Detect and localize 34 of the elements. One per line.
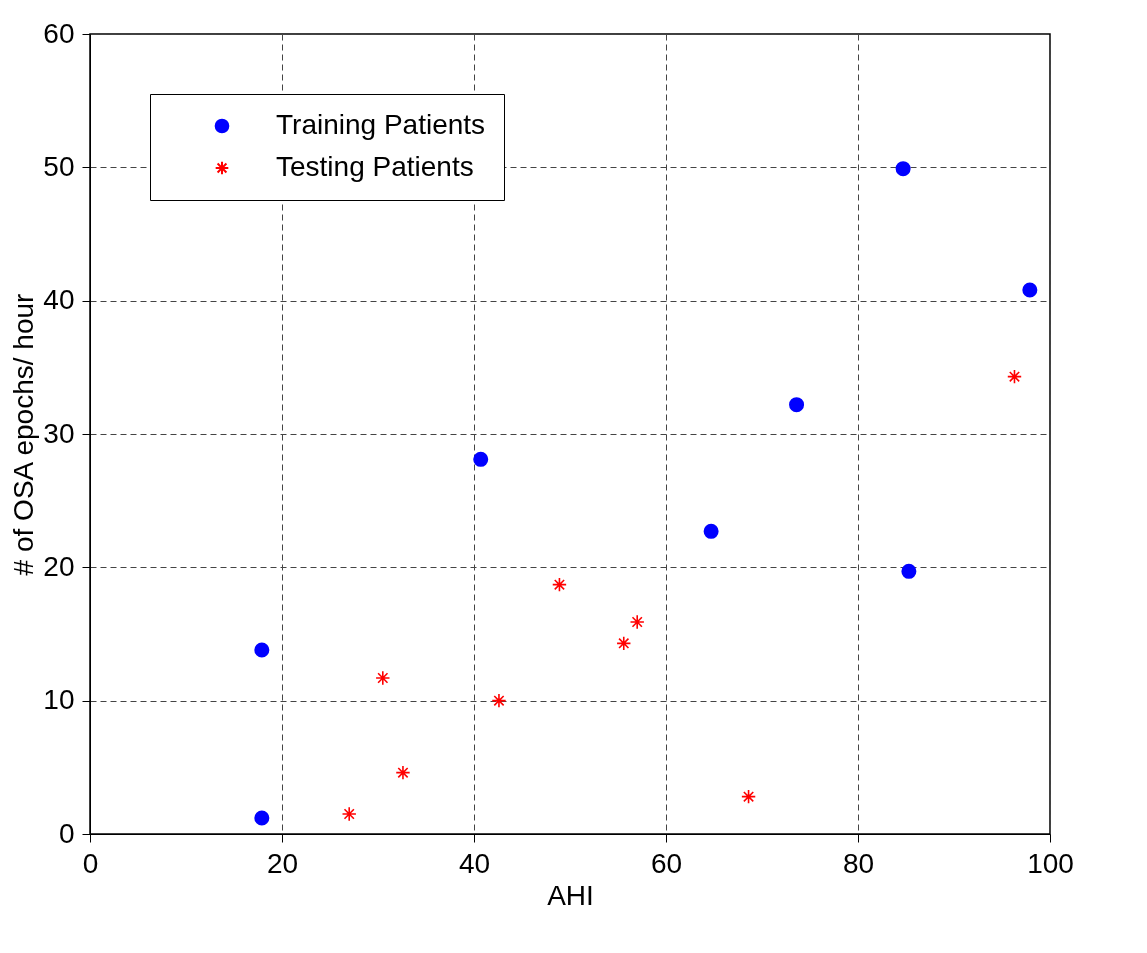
point bbox=[395, 765, 411, 781]
point bbox=[1006, 369, 1022, 385]
x-tick-label: 0 bbox=[82, 847, 99, 879]
point bbox=[1022, 282, 1038, 298]
point bbox=[901, 563, 917, 579]
x-tick-label: 80 bbox=[842, 847, 875, 879]
x-axis-title: AHI bbox=[547, 879, 594, 911]
y-tick-label: 40 bbox=[43, 284, 75, 316]
y-tick-label: 20 bbox=[43, 550, 75, 582]
point bbox=[551, 577, 567, 593]
y-tick-label: 0 bbox=[58, 817, 75, 849]
point bbox=[254, 810, 270, 826]
point bbox=[473, 451, 489, 467]
point bbox=[629, 614, 645, 630]
x-tick-label: 20 bbox=[266, 847, 299, 879]
legend-label: Training Patients bbox=[276, 109, 486, 140]
point bbox=[741, 789, 757, 805]
point bbox=[491, 693, 507, 709]
point bbox=[341, 806, 357, 822]
x-tick-label: 60 bbox=[650, 847, 683, 879]
y-tick-label: 30 bbox=[43, 417, 75, 449]
y-tick-label: 60 bbox=[43, 17, 75, 49]
y-tick-label: 10 bbox=[43, 684, 75, 716]
point bbox=[703, 523, 719, 539]
legend-label: Testing Patients bbox=[276, 151, 474, 182]
x-tick-label: 100 bbox=[1027, 847, 1074, 879]
x-tick-label: 40 bbox=[458, 847, 491, 879]
y-axis-title: # of OSA epochs/ hour bbox=[8, 293, 40, 576]
point bbox=[616, 635, 632, 651]
point bbox=[375, 670, 391, 686]
point bbox=[789, 397, 805, 413]
point bbox=[895, 161, 911, 177]
y-tick-label: 50 bbox=[43, 150, 75, 182]
point bbox=[254, 642, 270, 658]
